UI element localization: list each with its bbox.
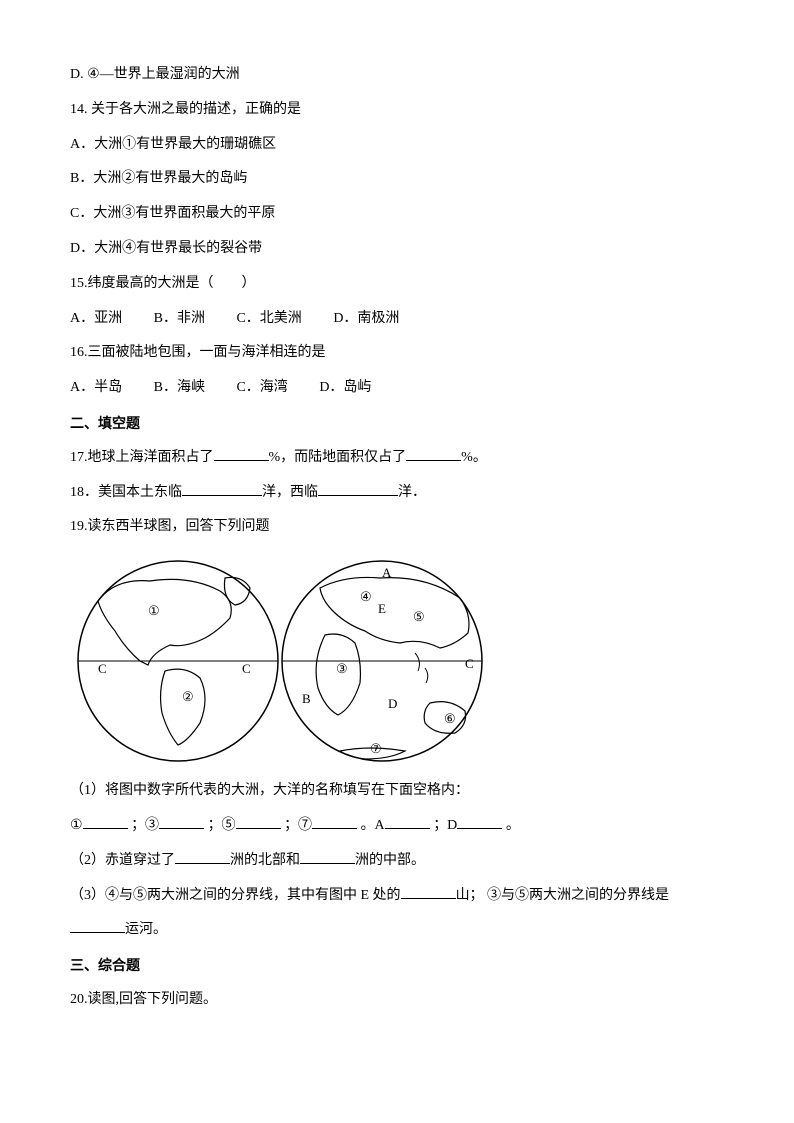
q18-blank1[interactable]: [182, 482, 262, 496]
q19-s2-c: 洲的中部。: [355, 853, 425, 868]
q19-sub3-line2: 运河。: [70, 915, 724, 946]
q19-s1-d: ；⑦: [284, 818, 312, 833]
q14-option-c: C．大洲③有世界面积最大的平原: [70, 199, 724, 230]
q16-options: A．半岛 B．海峡 C．海湾 D．岛屿: [70, 373, 724, 404]
q19-s1-g: 。: [506, 818, 520, 833]
q19-blank-a[interactable]: [385, 815, 430, 829]
q14-option-b: B．大洲②有世界最大的岛屿: [70, 164, 724, 195]
q19-blank-3[interactable]: [159, 815, 204, 829]
svg-text:C: C: [465, 656, 474, 671]
q15-option-c: C．北美洲: [236, 304, 301, 335]
q19-s3-a: （3）④与⑤两大洲之间的分界线，其中有图中 E 处的: [70, 888, 401, 903]
q19-sub1-blanks: ① ；③ ；⑤ ；⑦ 。A ；D 。: [70, 811, 724, 842]
q15-option-a: A．亚洲: [70, 304, 122, 335]
q19-sub1: （1）将图中数字所代表的大洲，大洋的名称填写在下面空格内：: [70, 776, 724, 807]
q17-mid: %，而陆地面积仅占了: [269, 450, 407, 465]
q16-option-b: B．海峡: [154, 373, 205, 404]
svg-text:E: E: [378, 601, 386, 616]
q19-s1-f: ；D: [433, 818, 457, 833]
svg-text:④: ④: [360, 589, 372, 604]
q19-s1-a: ①: [70, 818, 83, 833]
q14-option-d: D．大洲④有世界最长的裂谷带: [70, 234, 724, 265]
q15-options: A．亚洲 B．非洲 C．北美洲 D．南极洲: [70, 304, 724, 335]
svg-text:②: ②: [182, 689, 194, 704]
q15-stem: 15.纬度最高的大洲是（ ）: [70, 269, 724, 300]
q17-blank2[interactable]: [406, 447, 461, 461]
q19-blank-7[interactable]: [312, 815, 357, 829]
q19-s1-c: ；⑤: [208, 818, 236, 833]
section3-title: 三、综合题: [70, 952, 724, 983]
q15-option-b: B．非洲: [154, 304, 205, 335]
q18-blank2[interactable]: [318, 482, 398, 496]
hemisphere-map: ① ② C C ④ E ⑤ ③ B D ⑥ C A ⑦: [70, 553, 724, 768]
q19-s3-c: 运河。: [125, 922, 167, 937]
q18-line: 18．美国本土东临 洋，西临 洋．: [70, 478, 724, 509]
svg-text:B: B: [302, 691, 311, 706]
q19-blank-s3-1[interactable]: [401, 885, 456, 899]
q19-stem: 19.读东西半球图，回答下列问题: [70, 512, 724, 543]
q19-blank-s2-2[interactable]: [300, 850, 355, 864]
q20-stem: 20.读图,回答下列问题。: [70, 985, 724, 1016]
q17-suffix: %。: [461, 450, 487, 465]
q16-option-c: C．海湾: [236, 373, 287, 404]
q19-s3-b: 山； ③与⑤两大洲之间的分界线是: [456, 888, 670, 903]
q18-mid: 洋，西临: [262, 485, 318, 500]
q19-blank-5[interactable]: [236, 815, 281, 829]
svg-text:C: C: [98, 661, 107, 676]
q19-s1-e: 。A: [361, 818, 385, 833]
q14-option-a: A．大洲①有世界最大的珊瑚礁区: [70, 130, 724, 161]
q16-option-d: D．岛屿: [319, 373, 371, 404]
q19-blank-1[interactable]: [83, 815, 128, 829]
q19-s2-a: （2）赤道穿过了: [70, 853, 175, 868]
svg-text:⑤: ⑤: [413, 609, 425, 624]
q19-s1-b: ；③: [131, 818, 159, 833]
q17-prefix: 17.地球上海洋面积占了: [70, 450, 214, 465]
q19-blank-s3-2[interactable]: [70, 919, 125, 933]
svg-text:⑥: ⑥: [444, 711, 456, 726]
q15-option-d: D．南极洲: [333, 304, 399, 335]
svg-text:C: C: [242, 661, 251, 676]
q18-suffix: 洋．: [398, 485, 426, 500]
q14-stem: 14. 关于各大洲之最的描述，正确的是: [70, 95, 724, 126]
svg-text:⑦: ⑦: [370, 741, 382, 756]
q13-option-d: D. ④—世界上最湿润的大洲: [70, 60, 724, 91]
q17-blank1[interactable]: [214, 447, 269, 461]
q19-blank-d[interactable]: [457, 815, 502, 829]
q16-stem: 16.三面被陆地包围，一面与海洋相连的是: [70, 338, 724, 369]
q19-s2-b: 洲的北部和: [230, 853, 300, 868]
q19-sub3: （3）④与⑤两大洲之间的分界线，其中有图中 E 处的 山； ③与⑤两大洲之间的分界…: [70, 881, 724, 912]
q19-sub2: （2）赤道穿过了 洲的北部和 洲的中部。: [70, 846, 724, 877]
svg-text:A: A: [382, 565, 392, 580]
section2-title: 二、填空题: [70, 410, 724, 441]
svg-text:③: ③: [336, 661, 348, 676]
svg-text:D: D: [388, 696, 397, 711]
q19-blank-s2-1[interactable]: [175, 850, 230, 864]
q17-line: 17.地球上海洋面积占了 %，而陆地面积仅占了 %。: [70, 443, 724, 474]
q16-option-a: A．半岛: [70, 373, 122, 404]
q18-prefix: 18．美国本土东临: [70, 485, 182, 500]
svg-text:①: ①: [148, 603, 160, 618]
